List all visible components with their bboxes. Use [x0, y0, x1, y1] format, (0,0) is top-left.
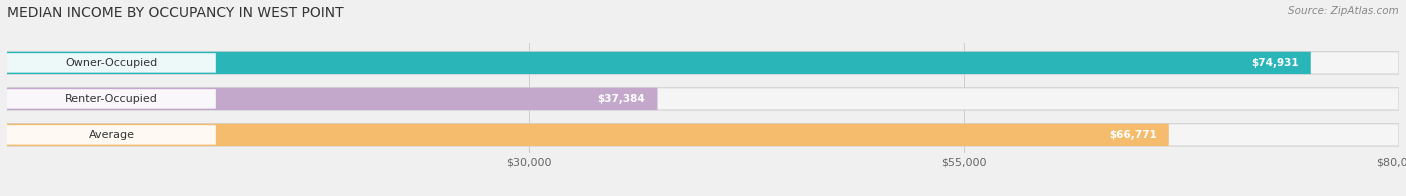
- FancyBboxPatch shape: [7, 52, 1399, 74]
- Text: $66,771: $66,771: [1109, 130, 1157, 140]
- Text: Renter-Occupied: Renter-Occupied: [65, 94, 157, 104]
- Text: Source: ZipAtlas.com: Source: ZipAtlas.com: [1288, 6, 1399, 16]
- Text: MEDIAN INCOME BY OCCUPANCY IN WEST POINT: MEDIAN INCOME BY OCCUPANCY IN WEST POINT: [7, 6, 343, 20]
- FancyBboxPatch shape: [7, 88, 1399, 110]
- FancyBboxPatch shape: [7, 124, 1399, 146]
- Text: Average: Average: [89, 130, 135, 140]
- FancyBboxPatch shape: [7, 89, 217, 109]
- FancyBboxPatch shape: [7, 53, 217, 73]
- FancyBboxPatch shape: [7, 124, 1168, 146]
- Text: $37,384: $37,384: [598, 94, 645, 104]
- Text: Owner-Occupied: Owner-Occupied: [65, 58, 157, 68]
- FancyBboxPatch shape: [7, 125, 217, 145]
- FancyBboxPatch shape: [7, 88, 658, 110]
- FancyBboxPatch shape: [7, 52, 1310, 74]
- Text: $74,931: $74,931: [1251, 58, 1299, 68]
